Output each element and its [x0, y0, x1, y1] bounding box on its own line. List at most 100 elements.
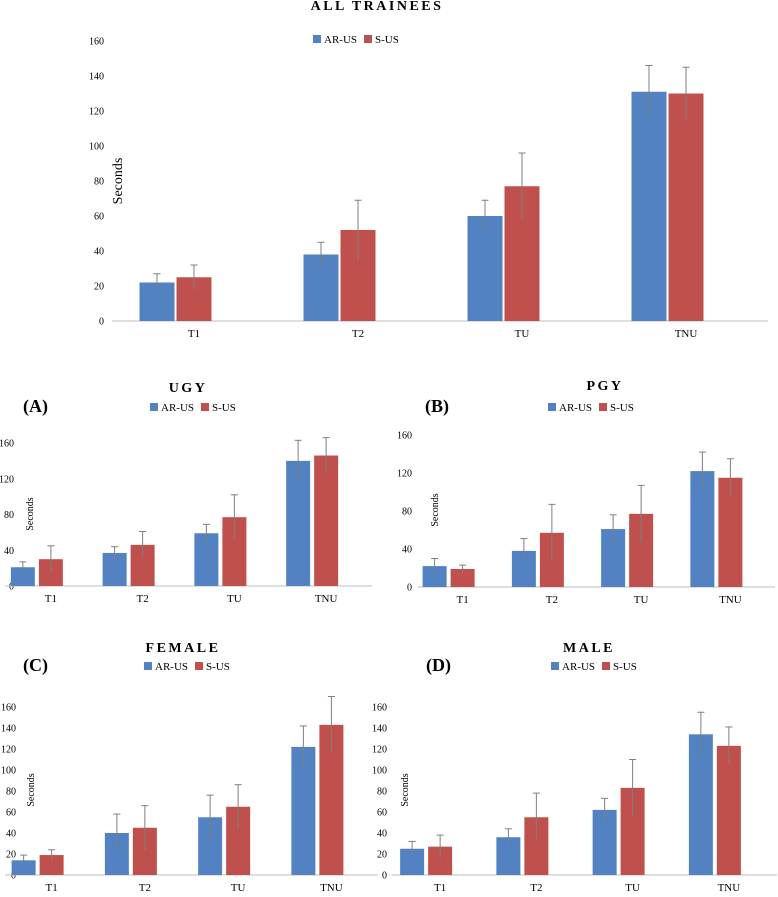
all-bar-s-us-tnu: [668, 93, 704, 321]
a-bar-s-us-tnu: [314, 455, 339, 586]
b-ytick-label: 160: [397, 431, 412, 442]
all-legend-swatch-s-us: [364, 35, 372, 43]
b-bar-ar-us-tnu: [690, 471, 715, 587]
c-legend-swatch-ar-us: [144, 662, 152, 670]
d-ytick-label: 40: [377, 829, 387, 840]
all-chart-title: ALL TRAINEES: [311, 0, 444, 14]
all-ytick-label: 120: [89, 107, 104, 118]
c-category-label: TU: [231, 882, 246, 892]
b-bar-ar-us-t1: [422, 566, 447, 587]
b-category-label: TNU: [719, 594, 742, 606]
c-bar-s-us-t1: [39, 855, 64, 875]
b-panel-label: (B): [425, 396, 449, 417]
c-ytick-label: 140: [1, 724, 16, 735]
c-ytick-label: 100: [1, 766, 16, 777]
a-ytick-label: 40: [4, 546, 14, 557]
all-y-axis-title: Seconds: [111, 158, 126, 205]
all-category-label: T1: [188, 328, 200, 340]
all-ytick-label: 160: [89, 37, 104, 48]
c-ytick-label: 80: [6, 787, 16, 798]
a-legend-swatch-ar-us: [150, 403, 158, 411]
a-chart-title: UGY: [169, 381, 208, 396]
all-ytick-label: 60: [94, 212, 104, 223]
a-bar-ar-us-t1: [10, 567, 35, 586]
all-ytick-label: 40: [94, 247, 104, 258]
a-category-label: T2: [137, 593, 149, 605]
b-ytick-label: 80: [402, 507, 412, 518]
d-bar-ar-us-tnu: [688, 734, 713, 875]
c-bar-ar-us-tnu: [291, 746, 316, 875]
c-ytick-label: 40: [6, 829, 16, 840]
a-panel-label: (A): [23, 396, 48, 417]
c-y-axis-title: Seconds: [26, 773, 37, 806]
a-ytick-label: 120: [0, 474, 14, 485]
c-legend-label-s-us: S-US: [206, 661, 230, 673]
c-ytick-label: 0: [11, 871, 16, 882]
a-legend-label-s-us: S-US: [212, 402, 236, 414]
c-ytick-label: 160: [1, 703, 16, 714]
d-ytick-label: 120: [372, 745, 387, 756]
all-ytick-label: 0: [99, 317, 104, 328]
d-category-label: TU: [625, 882, 640, 892]
c-ytick-label: 60: [6, 808, 16, 819]
all-category-label: TNU: [675, 328, 698, 340]
c-category-label: T1: [46, 882, 58, 892]
b-ytick-label: 120: [397, 469, 412, 480]
b-legend-label-ar-us: AR-US: [559, 402, 592, 414]
d-legend-label-s-us: S-US: [613, 661, 637, 673]
a-category-label: T1: [45, 593, 57, 605]
d-ytick-label: 0: [382, 871, 387, 882]
d-legend-label-ar-us: AR-US: [562, 661, 595, 673]
d-panel-label: (D): [426, 655, 451, 676]
all-ytick-label: 100: [89, 142, 104, 153]
all-legend-swatch-ar-us: [313, 35, 321, 43]
a-legend-label-ar-us: AR-US: [161, 402, 194, 414]
a-y-axis-title: Seconds: [25, 497, 36, 530]
all-bar-ar-us-tu: [467, 216, 503, 321]
b-y-axis-title: Seconds: [430, 493, 441, 526]
d-category-label: T1: [434, 882, 446, 892]
c-bar-ar-us-t1: [11, 860, 36, 875]
d-ytick-label: 60: [377, 808, 387, 819]
d-ytick-label: 160: [372, 703, 387, 714]
b-category-label: TU: [634, 594, 649, 606]
b-ytick-label: 0: [407, 583, 412, 594]
a-legend-swatch-s-us: [201, 403, 209, 411]
all-ytick-label: 140: [89, 72, 104, 83]
d-y-axis-title: Seconds: [400, 773, 411, 806]
a-bar-ar-us-tnu: [286, 460, 311, 586]
all-bar-ar-us-tnu: [631, 91, 667, 321]
d-legend-swatch-ar-us: [551, 662, 559, 670]
b-legend-swatch-ar-us: [548, 403, 556, 411]
c-category-label: TNU: [320, 882, 343, 892]
a-category-label: TNU: [315, 593, 338, 605]
c-ytick-label: 20: [6, 850, 16, 861]
d-bar-s-us-tnu: [716, 745, 741, 875]
d-ytick-label: 100: [372, 766, 387, 777]
c-panel-label: (C): [23, 655, 48, 676]
a-ytick-label: 80: [4, 510, 14, 521]
d-ytick-label: 80: [377, 787, 387, 798]
all-legend-label-s-us: S-US: [375, 34, 399, 46]
c-ytick-label: 120: [1, 745, 16, 756]
c-chart-title: FEMALE: [146, 641, 221, 656]
d-chart-title: MALE: [563, 641, 615, 656]
a-ytick-label: 160: [0, 439, 14, 450]
d-category-label: TNU: [718, 882, 741, 892]
all-legend-label-ar-us: AR-US: [324, 34, 357, 46]
b-bar-s-us-t1: [450, 568, 475, 587]
d-legend-swatch-s-us: [602, 662, 610, 670]
b-chart-title: PGY: [586, 379, 623, 394]
b-legend-swatch-s-us: [599, 403, 607, 411]
c-category-label: T2: [139, 882, 151, 892]
all-ytick-label: 20: [94, 282, 104, 293]
all-category-label: TU: [515, 328, 530, 340]
all-ytick-label: 80: [94, 177, 104, 188]
d-ytick-label: 20: [377, 850, 387, 861]
b-category-label: T2: [546, 594, 558, 606]
d-category-label: T2: [530, 882, 542, 892]
c-legend-swatch-s-us: [195, 662, 203, 670]
d-ytick-label: 140: [372, 724, 387, 735]
